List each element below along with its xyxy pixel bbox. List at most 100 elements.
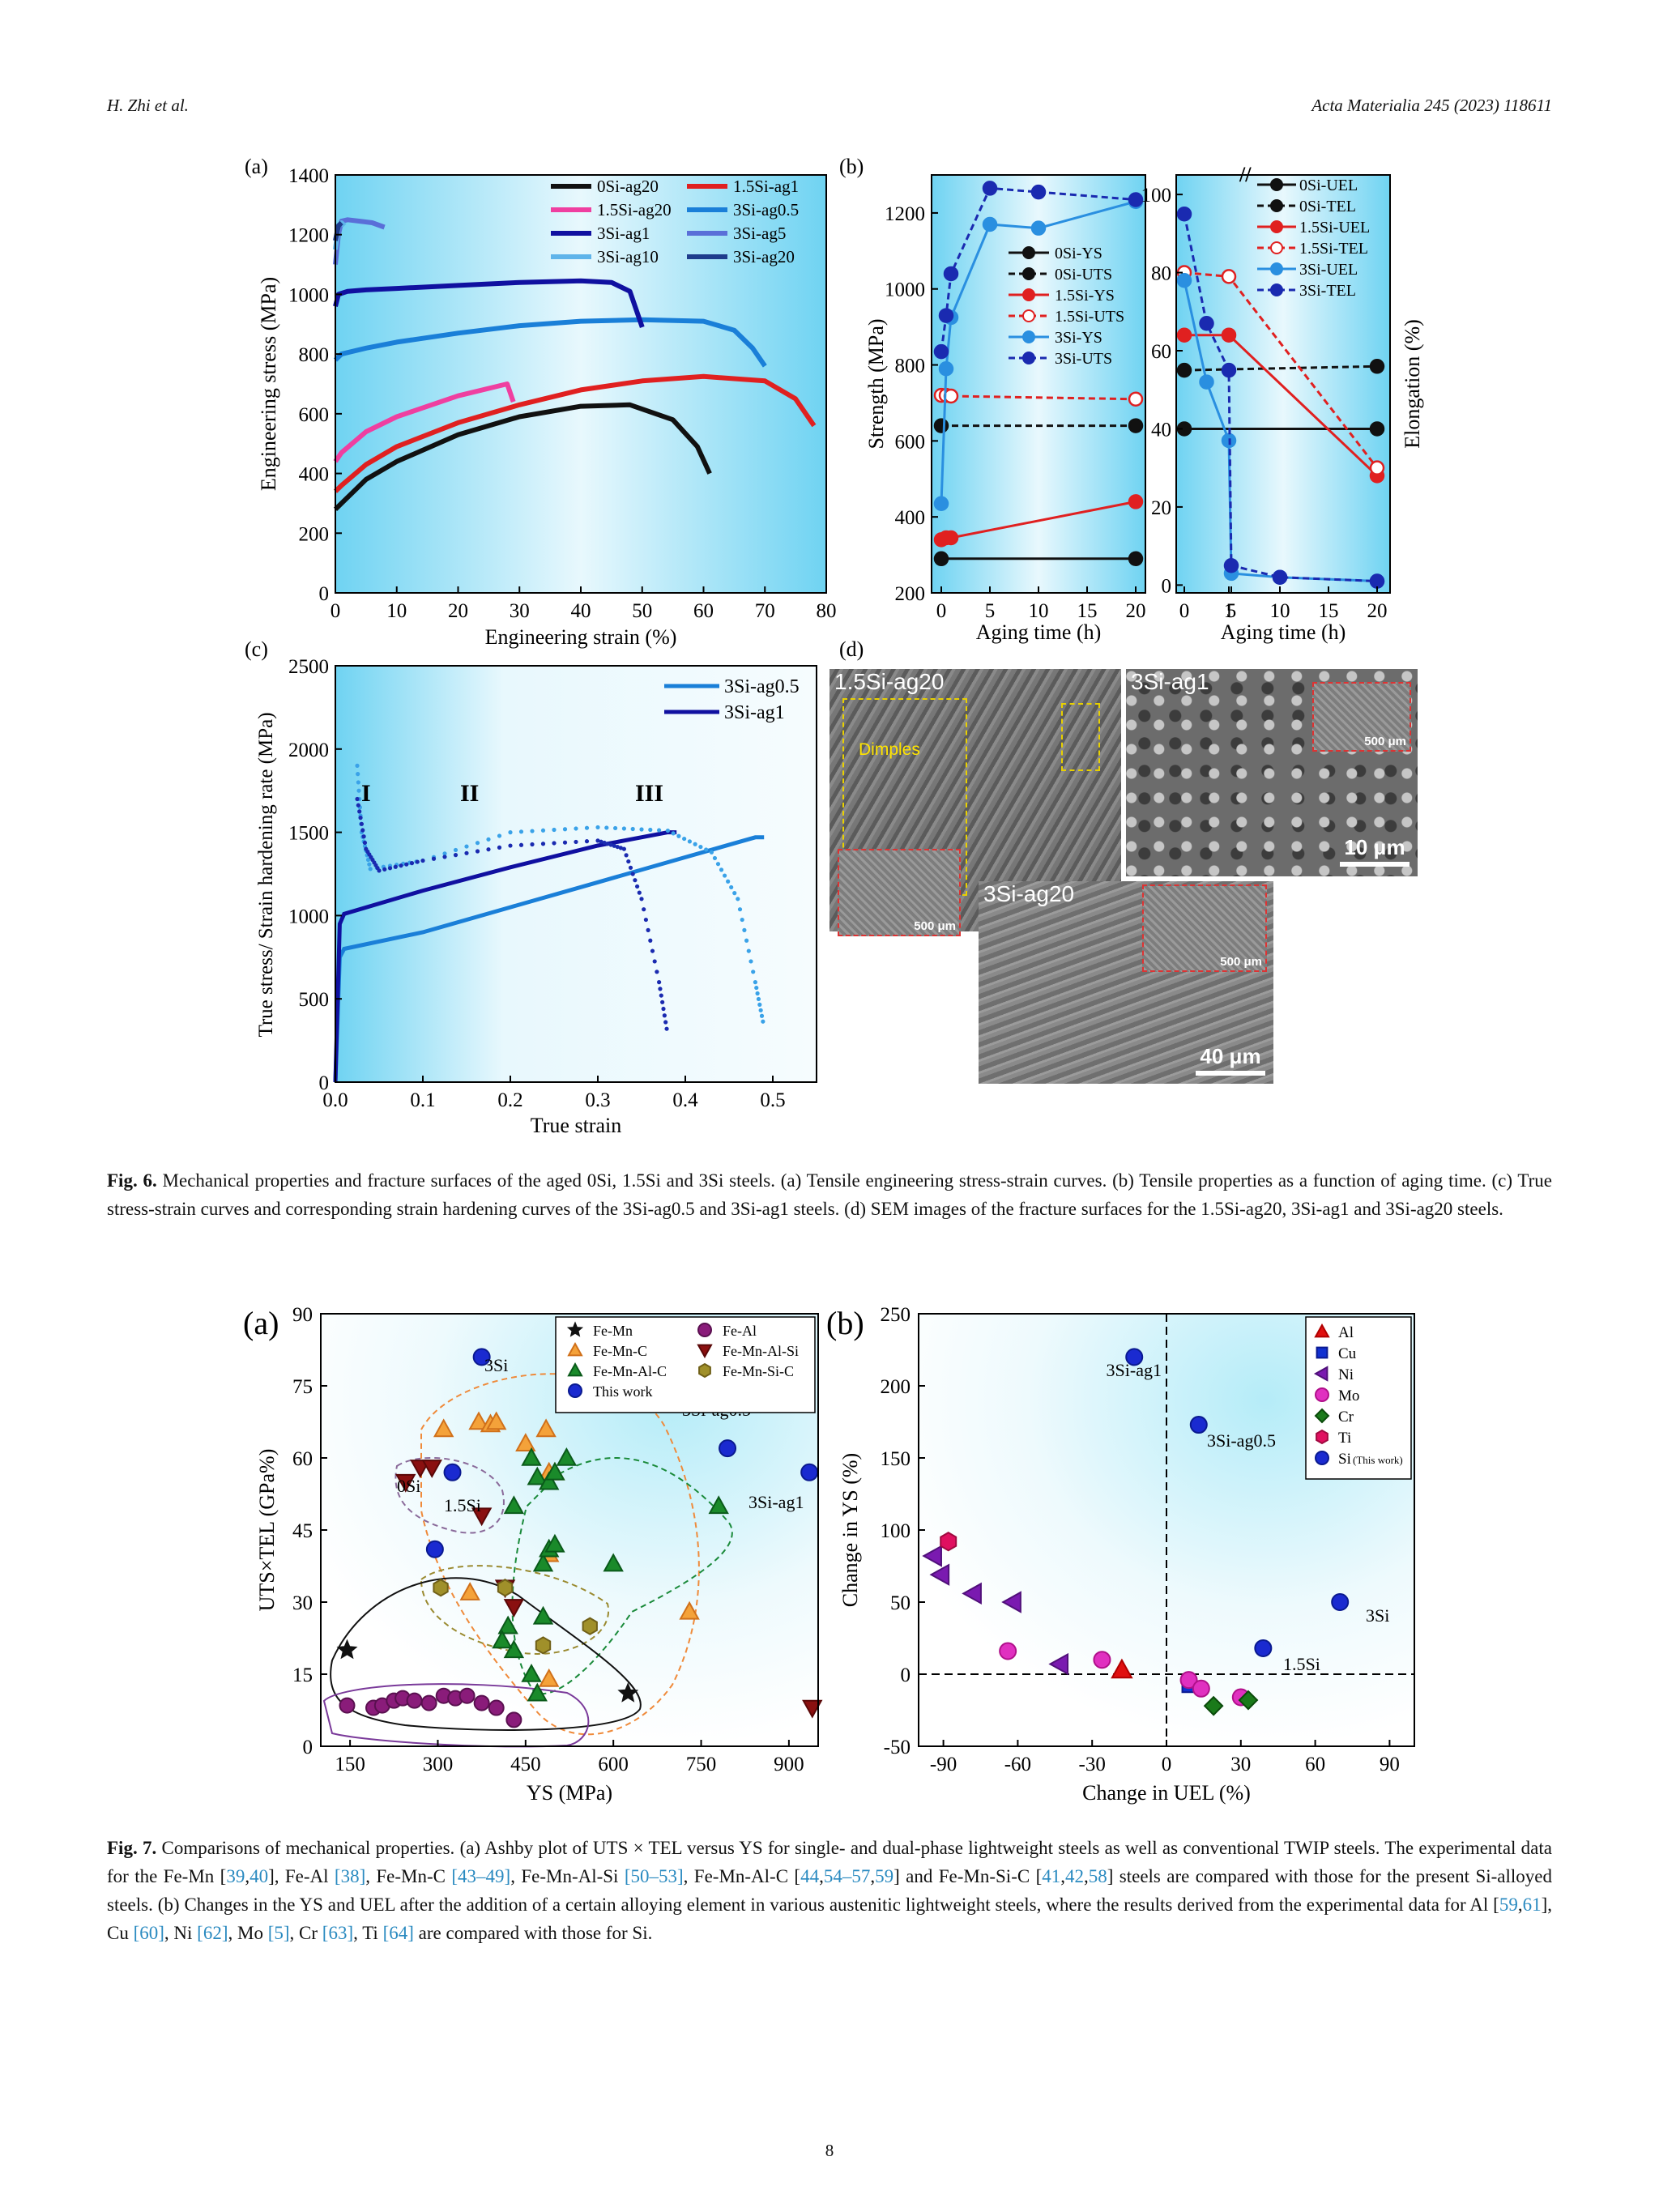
fig7a-xlabel: YS (MPa) <box>527 1781 612 1805</box>
fig6b-right-xtick-label: 10 <box>1270 600 1290 622</box>
legend-marker-Fe-Mn-Si-C <box>698 1362 711 1379</box>
fig6c-ytick-label: 0 <box>319 1072 330 1094</box>
point-Mo <box>999 1642 1017 1660</box>
point-3Si-UTS <box>938 308 954 323</box>
hardening-dot <box>595 825 600 830</box>
hardening-dot <box>659 993 663 998</box>
fig6a-label: (a) <box>245 155 268 178</box>
sem-image-3si-ag20: 3Si-ag20 40 μm <box>979 881 1273 1084</box>
fig6c-xtick-label: 0.2 <box>497 1089 522 1111</box>
fig7b-ytick-label: 50 <box>890 1592 911 1614</box>
hardening-dot <box>663 1020 668 1025</box>
point-Fe-Al <box>339 1697 356 1714</box>
point-Fe-Mn-Al-C <box>603 1553 624 1572</box>
hardening-dot <box>552 841 557 846</box>
fig7b-ytick-label: 250 <box>881 1304 911 1326</box>
legend-marker-3Si-UEL <box>1270 262 1283 275</box>
point-Fe-Mn-Al-Si <box>395 1473 416 1493</box>
fig6b-right-ytick-label: 0 <box>1162 575 1172 597</box>
hardening-dot <box>362 840 368 846</box>
fig6c-ytick-label: 500 <box>299 989 330 1011</box>
point-Fe-Mn-Al-C <box>532 1605 554 1625</box>
legend-label-Si: Si <box>1338 1451 1351 1468</box>
hardening-dot <box>698 844 703 850</box>
point-Fe-Mn-Al-C <box>539 1471 560 1490</box>
hardening-dot <box>642 907 646 912</box>
fig6b-right-xtick-label: 5 <box>1226 600 1237 622</box>
hardening-dot <box>639 827 644 832</box>
fig6a-ylabel: Engineering stress (MPa) <box>257 277 280 491</box>
point-0Si-UEL <box>1369 421 1385 437</box>
point-Fe-Mn-C <box>539 1668 560 1687</box>
hardening-dot <box>608 842 613 847</box>
point-Fe-Mn-Al-C <box>521 1663 542 1682</box>
point-Fe-Mn-Al-Si <box>421 1460 442 1478</box>
fig7a-xtick-label: 150 <box>335 1754 365 1775</box>
fig6b-xlabel-right: Aging time (h) <box>1221 620 1346 644</box>
legend-label-0Si-YS: 0Si-YS <box>1055 245 1102 262</box>
fig6c-xtick-label: 0.4 <box>672 1089 698 1111</box>
fig6c-ylabel: True stress/ Strain hardening rate (MPa) <box>255 712 277 1037</box>
curve-3Si-ag1 <box>333 278 645 328</box>
hardening-dot <box>740 917 744 923</box>
point-Ni <box>929 1563 950 1586</box>
legend-marker-1.5Si-YS <box>1022 288 1035 301</box>
fig6b-right-ytick-label: 40 <box>1151 419 1171 441</box>
point-3Si-UTS <box>982 181 998 196</box>
legend-marker-3Si-YS <box>1022 330 1035 343</box>
hardening-dot <box>618 846 623 850</box>
point-Ni <box>962 1582 982 1605</box>
hardening-dot <box>648 827 653 833</box>
fig6b-left-xtick-label: 5 <box>985 600 996 622</box>
fig6a-ytick-label: 1200 <box>288 225 329 247</box>
hardening-dot <box>613 825 618 831</box>
hardening-dot <box>665 828 671 833</box>
hardening-dot <box>420 858 425 863</box>
hardening-dot <box>723 873 727 878</box>
point-3Si-TEL <box>1223 557 1239 573</box>
point-3Si-YS <box>938 360 954 377</box>
fig6d-label: (d) <box>839 637 864 661</box>
hardening-dot <box>630 872 635 876</box>
point-Si <box>1331 1593 1350 1611</box>
hardening-dot <box>497 833 502 838</box>
hardening-dot <box>657 980 662 985</box>
fig6a-xtick-label: 70 <box>755 600 775 622</box>
fig6b-left-ytick-label: 400 <box>895 507 926 529</box>
hardening-dot <box>643 917 649 923</box>
point-1.5Si-TEL <box>1369 460 1385 475</box>
hardening-dot <box>540 842 546 846</box>
fig6a-xtick-label: 80 <box>817 600 837 622</box>
hardening-dot <box>409 861 415 866</box>
point-Fe-Mn-Si-C <box>535 1636 552 1655</box>
point-Si <box>1125 1348 1144 1366</box>
hardening-dot <box>530 842 535 847</box>
fig7b-xtick-label: -90 <box>930 1754 957 1775</box>
point-1.5Si-TEL <box>1221 269 1237 284</box>
fig7a-xtick-label: 300 <box>423 1754 454 1775</box>
point-Fe-Al <box>473 1694 490 1711</box>
point-Fe-Mn-Al-C <box>532 1553 554 1572</box>
hardening-dot <box>382 867 387 872</box>
hardening-dot <box>671 831 676 836</box>
hardening-dot <box>605 842 610 846</box>
hardening-dot <box>646 927 650 932</box>
fig6a-xtick-label: 60 <box>693 600 714 622</box>
point-This work <box>425 1540 444 1558</box>
point-3Si-UTS <box>1128 192 1144 207</box>
hardening-dot <box>365 857 371 863</box>
hardening-dot <box>657 828 662 833</box>
hardening-dot <box>658 987 663 991</box>
point-0Si-YS <box>1128 551 1144 567</box>
hardening-dot <box>755 991 760 996</box>
legend-marker-Si <box>1315 1451 1329 1465</box>
point-This work <box>719 1439 737 1458</box>
fig7b-xlabel: Change in UEL (%) <box>1082 1781 1251 1805</box>
legend-label-3Si-ag20: 3Si-ag20 <box>733 247 795 266</box>
sem-image-3si-ag1: 3Si-ag1 10 μm <box>1126 669 1418 876</box>
sem-inset-3si-ag1: 500 μm <box>1312 682 1411 752</box>
point-Fe-Mn-Al-C <box>527 1466 548 1485</box>
fig6c-xtick-label: 0.1 <box>410 1089 435 1111</box>
point-Fe-Mn <box>617 1682 639 1703</box>
legend-label-3Si-ag0.5: 3Si-ag0.5 <box>733 200 799 219</box>
